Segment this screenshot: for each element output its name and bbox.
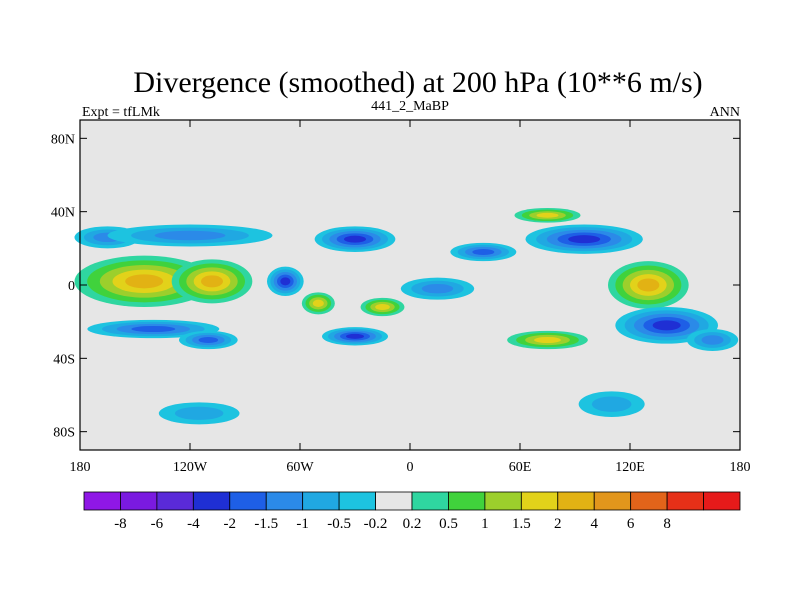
case-label: 441_2_MaBP: [371, 99, 449, 114]
colorbar-swatch: [375, 491, 413, 511]
x-tick-label: 60W: [286, 460, 314, 475]
field-contour: [375, 303, 390, 311]
field-blob: [525, 224, 643, 254]
colorbar-label: 4: [590, 516, 598, 532]
field-blob: [267, 266, 304, 297]
colorbar-swatch: [120, 491, 158, 511]
field-contour: [198, 336, 219, 344]
field-contour: [201, 275, 223, 288]
season-label: ANN: [710, 105, 740, 120]
field-blob: [578, 391, 645, 417]
colorbar-label: -1: [296, 516, 309, 532]
colorbar-swatch: [156, 491, 194, 511]
field-contour: [472, 248, 495, 256]
field-blob: [507, 330, 588, 350]
colorbar-swatch: [411, 491, 449, 511]
x-tick-label: 120E: [615, 460, 645, 475]
colorbar-label: -6: [151, 516, 164, 532]
x-tick-label: 120W: [173, 460, 208, 475]
colorbar-swatch: [630, 491, 668, 511]
colorbar-label: 1.5: [512, 516, 531, 532]
y-tick-label: 80S: [53, 426, 75, 441]
colorbar-label: 6: [627, 516, 635, 532]
field-contour: [344, 235, 366, 243]
field-blob: [87, 319, 220, 339]
field-blob: [171, 259, 253, 304]
x-tick-label: 180: [70, 460, 91, 475]
y-tick-label: 0: [68, 279, 75, 294]
field-blob: [74, 255, 214, 307]
colorbar-label: 2: [554, 516, 562, 532]
colorbar-label: 0.5: [439, 516, 458, 532]
field-contour: [174, 406, 224, 420]
colorbar-label: -4: [187, 516, 200, 532]
x-tick-label: 180: [730, 460, 751, 475]
field-blob: [450, 242, 517, 262]
field-blob: [158, 402, 240, 425]
colorbar-label: 1: [481, 516, 489, 532]
field-contour: [652, 320, 681, 331]
colorbar-swatch: [557, 491, 595, 511]
colorbar-swatch: [83, 491, 121, 511]
colorbar-swatch: [192, 491, 231, 511]
field-contour: [312, 299, 324, 308]
colorbar-label: -0.5: [327, 516, 351, 532]
colorbar-label: -1.5: [254, 516, 278, 532]
field-contour: [280, 277, 291, 286]
plot-area: 180 120W 60W 0 60E 120E 180 80N 40N 0 40S 80S: [51, 119, 751, 475]
colorbar-swatch: [484, 491, 522, 511]
field-blob: [314, 226, 396, 253]
colorbar-swatch: [302, 491, 340, 511]
field-blob: [400, 277, 475, 300]
colorbar-swatch: [338, 491, 376, 511]
experiment-label: Expt = tfLMk: [82, 105, 160, 120]
colorbar-swatch: [703, 491, 741, 511]
field-blob: [686, 329, 739, 351]
colorbar-label: 8: [663, 516, 671, 532]
colorbar-label: -2: [224, 516, 237, 532]
colorbar-label: 0.2: [403, 516, 422, 532]
field-blob: [608, 261, 689, 309]
colorbar-swatch: [666, 491, 704, 511]
field-blob: [107, 224, 273, 247]
colorbar-swatch: [265, 491, 304, 511]
x-tick-label: 0: [407, 460, 414, 475]
colorbar-swatch: [448, 491, 486, 511]
field-blob: [301, 292, 335, 315]
field-contour: [534, 336, 561, 344]
y-tick-label: 80N: [51, 132, 75, 147]
y-tick-label: 40S: [53, 352, 75, 367]
field-blob: [514, 208, 581, 223]
field-contour: [125, 274, 164, 289]
field-blob: [360, 297, 405, 317]
y-tick-label: 40N: [51, 206, 75, 221]
field-contour: [701, 335, 724, 345]
field-contour: [154, 230, 226, 241]
colorbar-label: -8: [114, 516, 127, 532]
field-contour: [346, 333, 364, 339]
colorbar-label: -0.2: [364, 516, 388, 532]
chart-title: Divergence (smoothed) at 200 hPa (10**6 …: [133, 66, 702, 99]
field-blob: [322, 327, 388, 346]
field-contour: [536, 212, 559, 218]
x-tick-label: 60E: [509, 460, 532, 475]
colorbar-swatch: [593, 491, 632, 511]
colorbar: -8 -6 -4 -2 -1.5 -1 -0.5 -0.2 0.2 0.5 1 1.5 2 4 6 8: [83, 491, 741, 532]
field-contour: [131, 325, 176, 333]
field-contour: [591, 396, 632, 412]
field-contour: [568, 235, 601, 244]
colorbar-swatch: [520, 491, 559, 511]
colorbar-swatch: [229, 491, 267, 511]
field-contour: [421, 283, 454, 294]
field-contour: [637, 278, 660, 292]
field-blob: [179, 330, 238, 350]
